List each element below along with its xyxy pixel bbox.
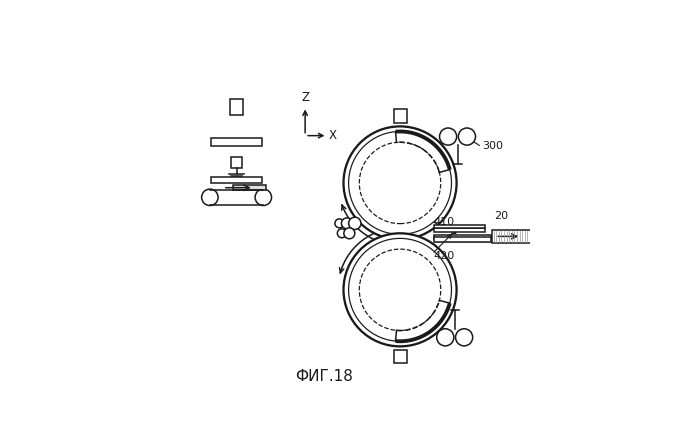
Text: 300: 300	[482, 142, 503, 151]
FancyBboxPatch shape	[434, 237, 491, 242]
Text: ФИГ.18: ФИГ.18	[295, 369, 353, 384]
Circle shape	[349, 239, 452, 341]
FancyBboxPatch shape	[394, 109, 407, 123]
FancyBboxPatch shape	[434, 228, 484, 231]
Circle shape	[343, 233, 456, 346]
Circle shape	[349, 217, 361, 230]
FancyBboxPatch shape	[211, 177, 262, 183]
Circle shape	[440, 128, 456, 145]
Text: 410: 410	[433, 218, 455, 227]
Circle shape	[456, 329, 473, 346]
Circle shape	[335, 219, 344, 228]
Text: 420: 420	[433, 251, 455, 261]
FancyBboxPatch shape	[233, 185, 266, 190]
FancyBboxPatch shape	[231, 157, 242, 168]
Circle shape	[341, 218, 352, 229]
FancyBboxPatch shape	[434, 225, 484, 228]
Circle shape	[437, 329, 454, 346]
FancyBboxPatch shape	[434, 235, 491, 239]
FancyBboxPatch shape	[230, 99, 243, 115]
Circle shape	[255, 189, 271, 206]
Circle shape	[359, 142, 441, 224]
Circle shape	[349, 131, 452, 235]
Circle shape	[343, 126, 456, 239]
Text: 20: 20	[495, 211, 509, 221]
FancyBboxPatch shape	[211, 138, 262, 146]
Text: X: X	[329, 129, 337, 142]
FancyBboxPatch shape	[394, 350, 407, 364]
Circle shape	[338, 229, 346, 238]
Circle shape	[201, 189, 218, 206]
Circle shape	[359, 249, 441, 331]
Text: Z: Z	[301, 91, 309, 104]
Circle shape	[459, 128, 475, 145]
Circle shape	[344, 228, 355, 239]
FancyBboxPatch shape	[492, 230, 552, 243]
